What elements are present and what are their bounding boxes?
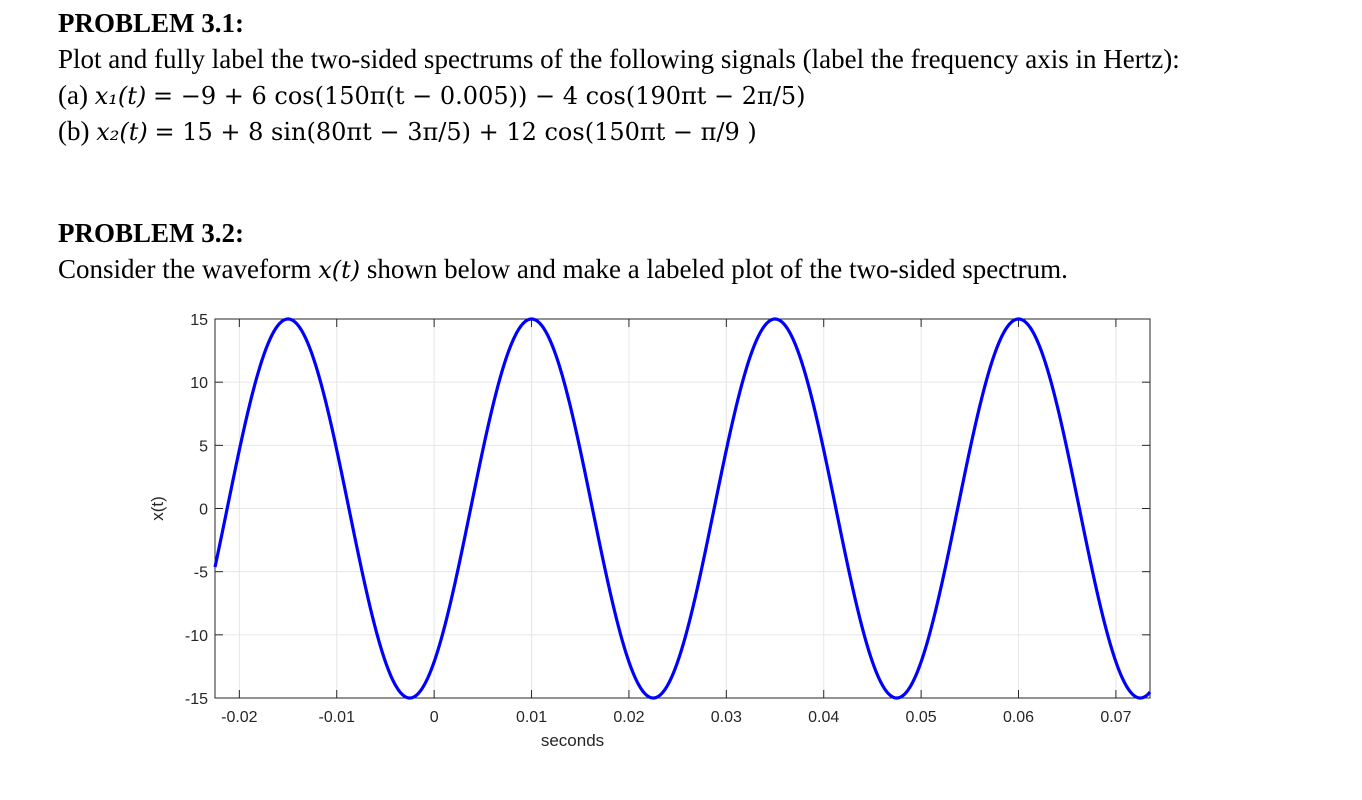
x-tick-label: 0.05 <box>906 709 937 726</box>
problem-3-2-heading: PROBLEM 3.2: <box>58 218 244 248</box>
y-tick-label: 15 <box>190 312 208 329</box>
x-tick-label: 0.02 <box>613 709 644 726</box>
part-b-label: (b) <box>58 116 90 146</box>
x-tick-label: 0.07 <box>1100 709 1131 726</box>
x-tick-label: 0.03 <box>711 709 742 726</box>
problem-3-1-part-b: (b) x₂(t) = 15 + 8 sin(80πt − 3π/5) + 12… <box>58 116 757 147</box>
x-tick-label: 0 <box>430 709 439 726</box>
part-b-rhs: = 15 + 8 sin(80πt − 3π/5) + 12 cos(150πt… <box>154 118 757 146</box>
x-tick-label: 0.04 <box>808 709 839 726</box>
x-tick-label: -0.02 <box>221 709 258 726</box>
x-axis-label: seconds <box>541 731 604 750</box>
part-a-lhs: x₁(t) <box>94 82 147 110</box>
y-axis-label: x(t) <box>148 496 167 521</box>
waveform-line <box>213 317 1152 700</box>
problem-3-2-instruction: Consider the waveform x(t) shown below a… <box>58 254 1068 285</box>
x-tick-label: 0.01 <box>516 709 547 726</box>
y-tick-label: 5 <box>199 438 208 455</box>
x-tick-label: -0.01 <box>319 709 356 726</box>
problem-3-1-part-a: (a) x₁(t) = −9 + 6 cos(150π(t − 0.005)) … <box>58 80 806 111</box>
instruction-math: x(t) <box>318 256 361 284</box>
part-b-lhs: x₂(t) <box>96 118 148 146</box>
instruction-post: shown below and make a labeled plot of t… <box>366 254 1068 284</box>
problem-3-1-instruction: Plot and fully label the two-sided spect… <box>58 44 1180 74</box>
problem-3-1-heading: PROBLEM 3.1: <box>58 8 244 38</box>
y-tick-label: -5 <box>194 565 208 582</box>
part-a-label: (a) <box>58 80 88 110</box>
y-tick-label: 10 <box>190 375 208 392</box>
instruction-pre: Consider the waveform <box>58 254 312 284</box>
y-tick-label: 0 <box>199 502 208 519</box>
y-tick-label: -10 <box>185 628 208 645</box>
x-tick-label: 0.06 <box>1003 709 1034 726</box>
part-a-rhs: = −9 + 6 cos(150π(t − 0.005)) − 4 cos(19… <box>153 82 806 110</box>
y-tick-label: -15 <box>185 691 208 708</box>
